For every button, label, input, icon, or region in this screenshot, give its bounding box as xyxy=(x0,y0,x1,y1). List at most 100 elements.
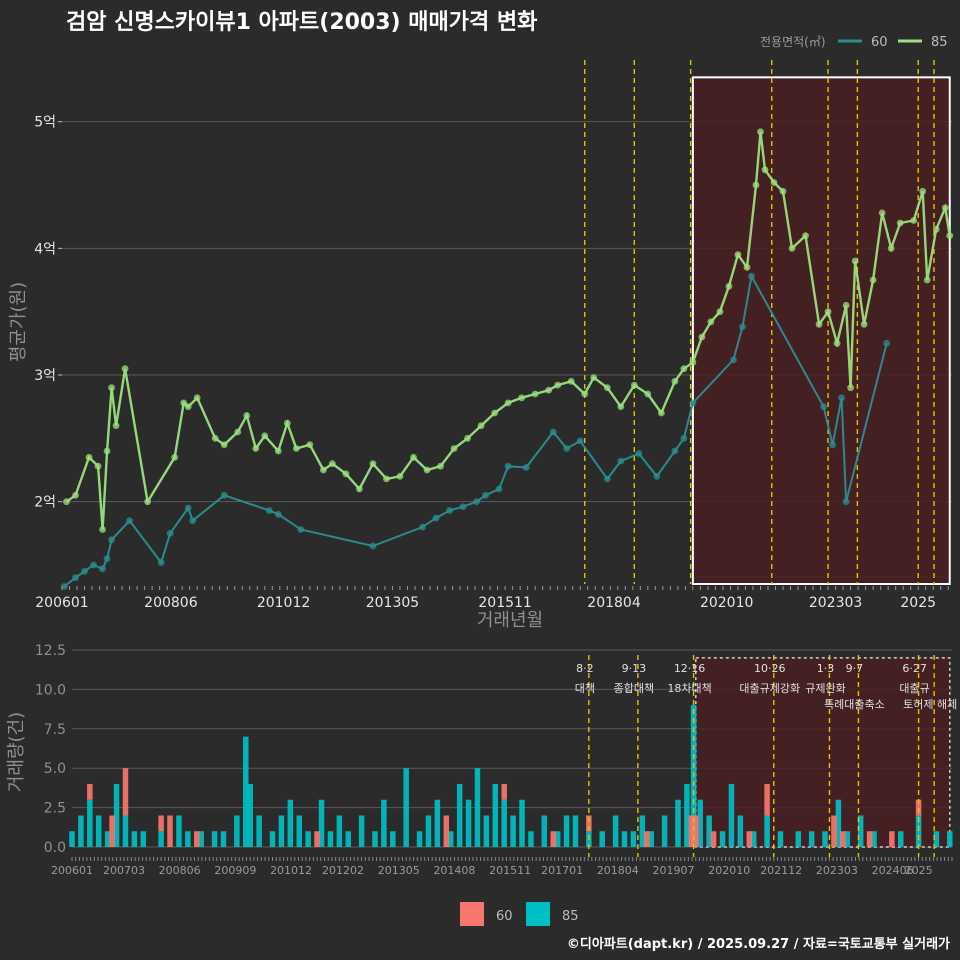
price-point-85-18 xyxy=(252,445,260,452)
volume-x-tick-label-3: 200909 xyxy=(214,864,256,877)
volume-bar-85-53 xyxy=(621,831,628,847)
volume-bar-60-15 xyxy=(746,831,753,847)
price-x-tick-label-2: 201012 xyxy=(257,595,310,611)
price-point-60-18 xyxy=(432,514,440,522)
volume-bar-85-61 xyxy=(697,799,704,847)
legend-label-60: 60 xyxy=(871,35,888,50)
volume-bar-60-13 xyxy=(693,815,699,847)
event-date-3: 10·26 xyxy=(754,662,786,675)
volume-bar-60-18 xyxy=(840,831,846,847)
price-point-60-27 xyxy=(563,445,571,452)
price-point-60-22 xyxy=(482,491,489,499)
price-point-60-9 xyxy=(166,529,174,537)
price-point-85-42 xyxy=(554,381,562,389)
price-point-60-25 xyxy=(522,464,530,471)
event-text-1: 종합대책 xyxy=(614,682,654,695)
volume-bar-85-78 xyxy=(933,831,940,847)
price-point-85-80 xyxy=(923,276,931,284)
price-point-60-31 xyxy=(635,450,643,457)
volume-bar-85-32 xyxy=(403,768,409,847)
volume-x-tick-label-7: 201408 xyxy=(433,864,475,877)
price-point-85-35 xyxy=(464,434,471,442)
price-legend: 전용면적(㎡) 60 85 xyxy=(760,35,948,50)
price-x-tick-label-4: 201511 xyxy=(478,595,531,611)
volume-bar-85-40 xyxy=(483,815,490,847)
price-point-85-63 xyxy=(770,179,778,186)
volume-bar-85-21 xyxy=(287,799,294,847)
price-point-85-17 xyxy=(243,412,251,419)
price-point-85-81 xyxy=(932,225,940,233)
price-point-85-70 xyxy=(842,301,850,309)
volume-bar-85-22 xyxy=(296,815,302,847)
volume-bar-85-16 xyxy=(243,736,249,847)
volume-bar-85-45 xyxy=(528,831,534,847)
volume-x-tick-label-14: 202303 xyxy=(816,864,858,877)
volume-bar-85-4 xyxy=(104,831,111,847)
price-point-85-71 xyxy=(847,384,855,392)
price-point-60-7 xyxy=(126,517,133,525)
volume-bar-85-52 xyxy=(612,815,619,847)
price-point-85-72 xyxy=(851,257,859,265)
event-text-3: 대출규제강화 xyxy=(739,682,800,695)
price-point-60-4 xyxy=(99,565,106,573)
volume-bar-85-54 xyxy=(630,831,637,847)
price-point-60-40 xyxy=(829,441,836,449)
price-y-tick-label-3: 5억 xyxy=(34,115,56,131)
price-point-60-14 xyxy=(274,510,282,518)
volume-y-tick-label-0: 0.0 xyxy=(44,840,66,856)
volume-bar-60-6 xyxy=(314,831,320,847)
volume-bar-60-21 xyxy=(915,799,922,816)
volume-bar-85-38 xyxy=(465,799,472,847)
volume-bar-85-30 xyxy=(381,799,387,847)
event-text-5: 특례대출축소 xyxy=(824,698,885,711)
price-point-60-34 xyxy=(680,434,688,442)
price-point-60-28 xyxy=(576,437,584,445)
volume-bar-85-10 xyxy=(176,815,182,847)
price-point-85-8 xyxy=(121,365,129,373)
price-point-60-11 xyxy=(189,517,197,525)
price-point-85-1 xyxy=(72,491,79,499)
price-point-85-15 xyxy=(220,441,228,449)
price-axes: 200601 200806 201012 201305 201511 201804 2020… xyxy=(35,586,949,611)
price-point-85-14 xyxy=(211,434,219,442)
volume-bar-85-6 xyxy=(122,815,129,847)
price-point-85-34 xyxy=(450,445,458,452)
price-x-tick-label-8: 2025 xyxy=(900,595,936,611)
volume-bar-85-44 xyxy=(519,799,525,847)
volume-x-tick-label-5: 201202 xyxy=(322,864,364,877)
price-point-85-38 xyxy=(504,399,512,407)
volume-x-tick-label-2: 200806 xyxy=(159,864,201,877)
event-date-1: 9·13 xyxy=(622,662,647,675)
volume-bar-85-0 xyxy=(69,831,75,847)
volume-x-tick-label-8: 201511 xyxy=(489,864,531,877)
price-point-85-51 xyxy=(671,377,679,385)
price-point-85-64 xyxy=(779,187,787,195)
price-point-85-62 xyxy=(761,166,769,174)
price-point-85-11 xyxy=(180,399,188,407)
volume-bar-85-47 xyxy=(554,831,561,847)
caption: ©디아파트(dapt.kr) / 2025.09.27 / 자료=국토교통부 실… xyxy=(567,936,950,952)
volume-bar-85-49 xyxy=(572,815,579,847)
price-point-85-83 xyxy=(946,232,954,240)
volume-bar-85-48 xyxy=(563,815,570,847)
volume-bar-85-69 xyxy=(795,831,802,847)
price-point-85-74 xyxy=(869,276,877,284)
price-point-85-36 xyxy=(477,422,485,430)
price-point-85-40 xyxy=(531,390,539,398)
volume-bar-60-12 xyxy=(688,815,695,847)
price-point-85-65 xyxy=(788,244,796,252)
volume-bar-60-3 xyxy=(158,815,164,832)
price-point-85-55 xyxy=(707,318,715,326)
volume-x-tick-label-0: 200601 xyxy=(51,864,93,877)
legend-swatch-bar-85 xyxy=(526,902,550,926)
volume-bar-85-36 xyxy=(447,831,454,847)
price-point-85-47 xyxy=(617,403,625,411)
volume-bar-85-24 xyxy=(318,799,325,847)
price-point-85-41 xyxy=(545,386,553,394)
volume-bar-60-17 xyxy=(831,815,837,847)
volume-bar-85-19 xyxy=(269,831,276,847)
volume-event-lines: 8·2 대책 9·13 종합대책 12·16 18차대책 10·26 대출규제강화 1·3 규제완… xyxy=(575,655,957,857)
price-point-85-29 xyxy=(383,475,390,483)
volume-x-tick-label-11: 201907 xyxy=(653,864,695,877)
volume-bar-85-66 xyxy=(750,831,757,847)
